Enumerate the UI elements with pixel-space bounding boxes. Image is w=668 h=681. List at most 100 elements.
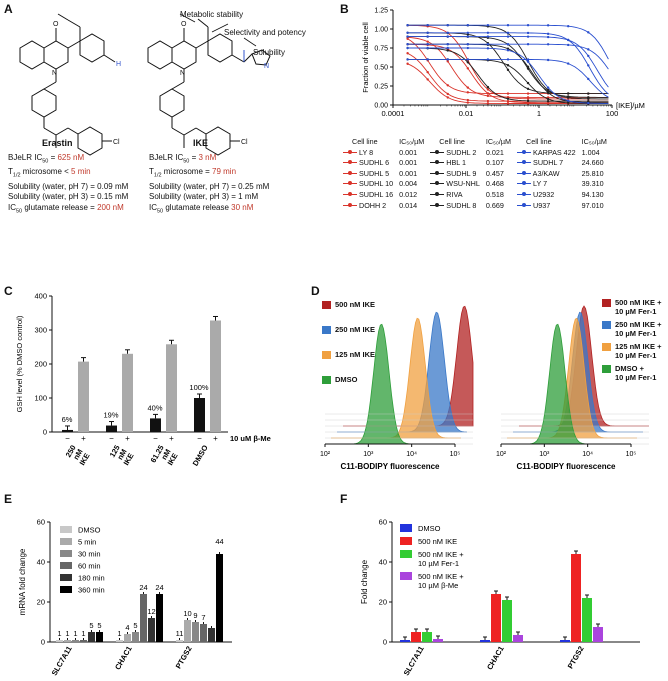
series-marker (517, 149, 532, 155)
bar (400, 640, 410, 642)
cell-line-name: SUDHL 7 (531, 158, 564, 168)
cell-line-name: A3/KAW (531, 168, 560, 178)
data-point (506, 58, 510, 61)
series-marker (343, 191, 357, 197)
cell-line: RIVA (427, 190, 483, 201)
legend-item: 250 nM IKE (322, 325, 375, 335)
bar (433, 639, 443, 642)
legend-item: 125 nM IKE +10 µM Fer-1 (602, 342, 661, 360)
data-point (506, 92, 510, 95)
bar (132, 632, 139, 642)
x-axis-label: C11-BODIPY fluorescence (516, 462, 616, 471)
ic50-value: 0.107 (485, 158, 504, 168)
header-cell: IC₅₀/µM (399, 137, 425, 146)
data-point (426, 70, 429, 74)
series-marker (430, 170, 445, 176)
bar (72, 640, 79, 642)
category-label: SLC7A11 (402, 645, 426, 678)
y-tick-label: 0.75 (374, 46, 388, 53)
bar (64, 640, 71, 642)
property-text: Solubility (water, pH 3) = 1 mM (149, 192, 259, 202)
series-marker (517, 202, 532, 208)
ic50-value: 0.001 (399, 168, 418, 178)
legend-swatch (60, 538, 72, 545)
cell-line: KARPAS 422 (514, 148, 579, 159)
table-row: DOHH 2 0.014 SUDHL 8 0.669 U937 97.010 (340, 201, 610, 212)
bodipy-chart: 10² 10³ 10⁴ 10⁵ C11-BODIPY fluorescence 10² 10… (320, 305, 649, 471)
header-cell: Cell line (439, 137, 465, 146)
legend-swatch (400, 550, 412, 558)
series-marker (517, 191, 532, 197)
property-text: T (8, 167, 13, 177)
data-point (587, 64, 590, 67)
ike-properties: BJeLR IC50 = 3 nM T1/2 microsome = 79 min… (149, 153, 269, 217)
cell-line: U937 (514, 201, 579, 212)
legend-swatch (400, 524, 412, 532)
data-point (406, 46, 409, 50)
property-value: 200 nM (97, 203, 124, 212)
x-tick-label: 0.01 (459, 109, 474, 118)
data-point (506, 97, 510, 100)
sign-label: + (169, 434, 174, 443)
bar (80, 640, 87, 642)
data-label: 1 (81, 629, 85, 638)
property-value: 5 min (71, 167, 91, 177)
y-tick-label: 0 (41, 638, 45, 647)
data-point (486, 85, 490, 89)
legend-label: 250 nM IKE + (615, 320, 662, 330)
data-point (446, 60, 449, 63)
x-tick-label: 10⁴ (582, 451, 593, 458)
data-point (486, 47, 490, 50)
bar (106, 425, 117, 432)
bar (200, 624, 207, 642)
y-tick-label: 40 (37, 558, 45, 567)
ike-o-atom: O (181, 21, 187, 28)
y-axis-label: mRNA fold change (18, 548, 27, 615)
bar (560, 640, 570, 642)
legend-label-line: 500 nM IKE + (418, 572, 464, 581)
property-value: 30 nM (231, 203, 254, 212)
legend-label: 125 nM IKE (335, 350, 376, 360)
cell-line-name: SUDHL 5 (357, 168, 390, 178)
data-point (406, 43, 409, 46)
ic50-value: 24.660 (581, 158, 604, 168)
category-label: PTGS2 (174, 645, 194, 671)
legend-label: 60 min (78, 562, 101, 571)
mrna-chart: 0 20 40 60 mRNA fold change DMSO 5 min 30 min 60… (18, 518, 232, 677)
ike-property-0: BJeLR IC50 = 3 nM (149, 153, 269, 167)
cell-line: DOHH 2 (340, 201, 396, 212)
ic50-value: 94.130 (581, 189, 604, 199)
data-point (546, 86, 550, 89)
property-value: 79 min (212, 167, 237, 177)
legend-swatch (60, 574, 72, 581)
category-label: PTGS2 (566, 645, 586, 671)
series-marker (343, 159, 357, 165)
data-point (546, 88, 550, 92)
data-point (567, 25, 570, 28)
data-point (587, 31, 590, 34)
data-label: 5 (133, 621, 137, 630)
x-axis-label: [IKE]/µM (616, 101, 645, 110)
data-label: 12 (147, 607, 155, 616)
data-point (446, 35, 449, 38)
legend-label: 500 nM IKE +10 µM β-Me (418, 572, 464, 590)
data-point (587, 92, 590, 95)
bar (140, 594, 147, 642)
legend-label-2: 10 µM Fer-1 (615, 329, 657, 339)
property-text: Solubility (water, pH 7) = 0.25 mM (149, 181, 270, 191)
header-cell: Cell line (526, 137, 552, 146)
legend-swatch (322, 301, 331, 310)
data-label: 7 (201, 613, 205, 622)
legend-swatch (60, 550, 72, 557)
category-label-line: DMSO (191, 443, 210, 467)
header-cell: Cell line (352, 137, 378, 146)
sign-label: − (197, 434, 202, 443)
cell-line-name: U2932 (531, 189, 555, 199)
data-point (526, 99, 530, 103)
y-tick-label: 1.25 (374, 8, 388, 15)
data-point (587, 54, 590, 58)
cell-line: SUDHL 5 (340, 169, 396, 180)
cell-line: SUDHL 9 (427, 169, 483, 180)
legend-label-line: 10 µM β-Me (418, 581, 458, 590)
x-tick-label: 10² (320, 451, 331, 458)
